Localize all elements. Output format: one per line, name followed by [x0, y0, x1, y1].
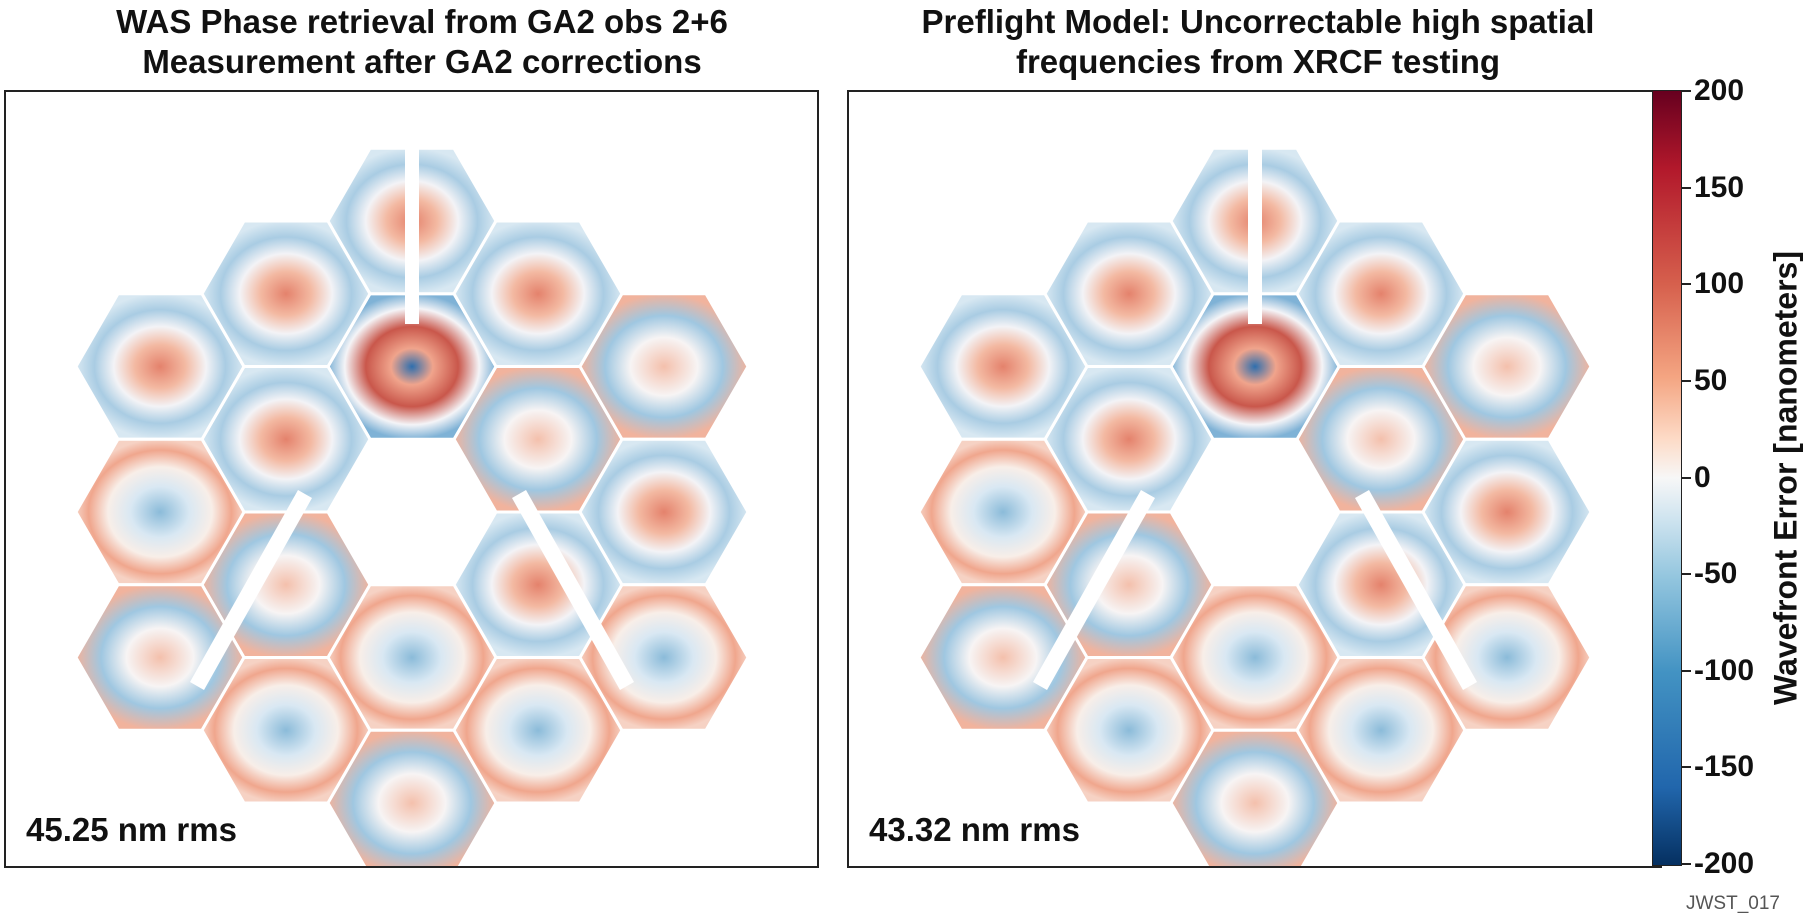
colorbar-tick-label: 0 — [1694, 460, 1711, 494]
colorbar-tick-label: 100 — [1694, 267, 1745, 301]
left-title-line-2: Measurement after GA2 corrections — [142, 43, 702, 80]
colorbar-tick-label: -50 — [1694, 557, 1738, 591]
colorbar-tick — [1682, 90, 1691, 92]
mirror-segment — [1421, 583, 1593, 732]
mirror-segment — [578, 583, 750, 732]
left-mirror-heatmap — [74, 92, 750, 866]
colorbar-tick-label: -200 — [1694, 847, 1755, 880]
support-strut — [512, 490, 634, 690]
left-panel-title: WAS Phase retrieval from GA2 obs 2+6 Mea… — [4, 2, 840, 82]
figure-id: JWST_017 — [1686, 893, 1780, 914]
colorbar-tick — [1682, 669, 1691, 672]
support-strut — [405, 92, 419, 324]
colorbar-tick — [1682, 863, 1691, 865]
right-mirror-heatmap — [917, 92, 1593, 866]
colorbar-tick — [1682, 186, 1691, 189]
colorbar-tick-label: 150 — [1694, 170, 1745, 204]
colorbar-tick — [1682, 766, 1691, 769]
left-title-line-1: WAS Phase retrieval from GA2 obs 2+6 — [116, 3, 728, 40]
right-wavefront-map: 43.32 nm rms — [847, 90, 1662, 868]
support-strut — [1355, 490, 1477, 690]
right-title-line-1: Preflight Model: Uncorrectable high spat… — [921, 3, 1595, 40]
colorbar — [1652, 90, 1682, 866]
colorbar-tick-label: -150 — [1694, 750, 1755, 784]
colorbar-tick — [1682, 283, 1691, 286]
colorbar-tick-label: 50 — [1694, 363, 1728, 397]
support-strut — [1033, 490, 1155, 690]
right-title-line-2: frequencies from XRCF testing — [1015, 43, 1501, 80]
colorbar-tick-label: -100 — [1694, 653, 1755, 687]
support-strut — [190, 490, 312, 690]
colorbar-tick — [1682, 476, 1691, 479]
right-panel-title: Preflight Model: Uncorrectable high spat… — [838, 2, 1678, 82]
colorbar-tick-label: 200 — [1694, 74, 1745, 107]
colorbar-tick — [1682, 573, 1691, 576]
left-rms-annotation: 45.25 nm rms — [26, 811, 237, 848]
left-wavefront-map: 45.25 nm rms — [4, 90, 819, 868]
colorbar-tick — [1682, 379, 1691, 382]
colorbar-label: Wavefront Error [nanometers] — [1767, 251, 1804, 705]
right-rms-annotation: 43.32 nm rms — [869, 811, 1080, 848]
support-strut — [1248, 92, 1262, 324]
